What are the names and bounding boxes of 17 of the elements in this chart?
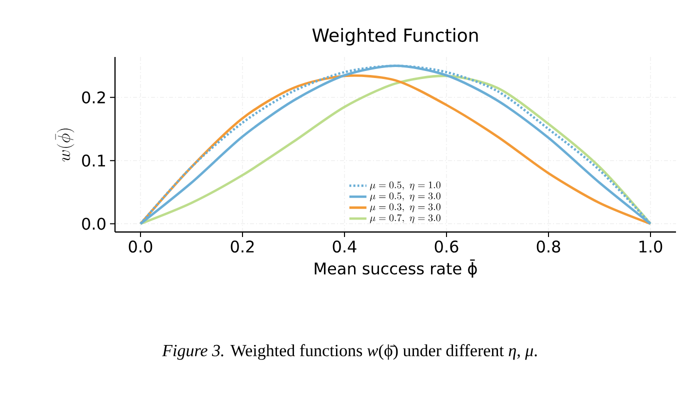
legend-label: $\mu=0.7,\ \eta=3.0$: [370, 214, 440, 224]
chart-title: Weighted Function: [312, 28, 478, 46]
y-tick-label: 0.0: [82, 218, 106, 230]
x-tick-label: 0.4: [332, 240, 356, 253]
text: Figure 3. Weighted functions w(ϕ̄) under different η, μ.: [162, 344, 537, 360]
y-tick-label: 0.1: [82, 154, 105, 167]
legend-label: $\mu=0.3,\ \eta=3.0$: [370, 203, 440, 212]
y-axis-title: $w(\bar{\phi})$: [55, 128, 74, 162]
x-tick-label: 0.2: [230, 240, 254, 253]
legend-label: $\mu=0.5,\ \eta=1.0$: [370, 182, 440, 190]
x-axis-title: Mean success rate ϕ̄: [314, 259, 477, 278]
legend-label: $\mu=0.5,\ \eta=3.0$: [370, 192, 440, 202]
y-tick-label: 0.2: [82, 91, 105, 104]
x-tick-label: 0.6: [434, 240, 458, 253]
x-tick-label: 0.8: [536, 240, 560, 253]
x-tick-label: 1.0: [640, 240, 662, 253]
x-tick-label: 0.0: [128, 240, 152, 253]
